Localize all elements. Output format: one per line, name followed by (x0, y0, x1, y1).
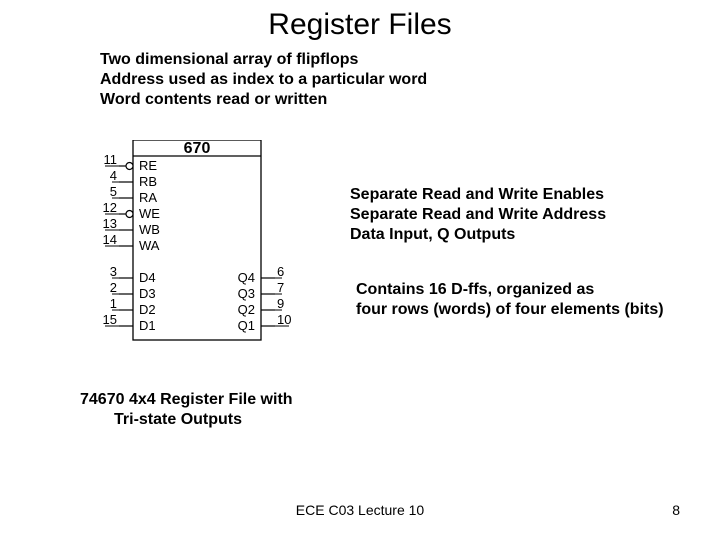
svg-text:Q4: Q4 (238, 270, 255, 285)
svg-text:1: 1 (110, 296, 117, 311)
page-number: 8 (672, 502, 680, 518)
caption-line: Tri-state Outputs (80, 410, 293, 430)
svg-text:D3: D3 (139, 286, 156, 301)
intro-line: Two dimensional array of flipflops (100, 50, 427, 70)
intro-line: Word contents read or written (100, 90, 427, 110)
svg-text:2: 2 (110, 280, 117, 295)
svg-text:5: 5 (110, 184, 117, 199)
intro-text: Two dimensional array of flipflops Addre… (100, 50, 427, 110)
chip-diagram: 670 11 RE 4 RB 5 RA 12 WE 13 WB 14 WA 3 D4 2 D3 1 D2 15 D1 6 Q… (88, 140, 308, 355)
svg-text:RA: RA (139, 190, 157, 205)
svg-text:4: 4 (110, 168, 117, 183)
side-block-2: Contains 16 D-ffs, organized as four row… (356, 280, 664, 320)
chip-svg: 670 11 RE 4 RB 5 RA 12 WE 13 WB 14 WA 3 D4 2 D3 1 D2 15 D1 6 Q… (88, 140, 308, 350)
page-title: Register Files (0, 8, 720, 42)
svg-text:13: 13 (103, 216, 117, 231)
svg-text:D2: D2 (139, 302, 156, 317)
side-line: Data Input, Q Outputs (350, 225, 606, 245)
svg-text:9: 9 (277, 296, 284, 311)
svg-text:D4: D4 (139, 270, 156, 285)
chip-caption: 74670 4x4 Register File with Tri-state O… (80, 390, 293, 430)
side-line: Separate Read and Write Address (350, 205, 606, 225)
svg-text:Q2: Q2 (238, 302, 255, 317)
svg-text:WB: WB (139, 222, 160, 237)
side-line: Separate Read and Write Enables (350, 185, 606, 205)
side-block-1: Separate Read and Write Enables Separate… (350, 185, 606, 245)
svg-text:RB: RB (139, 174, 157, 189)
svg-text:10: 10 (277, 312, 291, 327)
side-line: four rows (words) of four elements (bits… (356, 300, 664, 320)
slide: Register Files Two dimensional array of … (0, 0, 720, 540)
svg-text:D1: D1 (139, 318, 156, 333)
svg-text:12: 12 (103, 200, 117, 215)
svg-text:WA: WA (139, 238, 160, 253)
svg-text:3: 3 (110, 264, 117, 279)
svg-text:Q1: Q1 (238, 318, 255, 333)
svg-text:15: 15 (103, 312, 117, 327)
intro-line: Address used as index to a particular wo… (100, 70, 427, 90)
svg-text:14: 14 (103, 232, 117, 247)
svg-text:11: 11 (104, 152, 118, 167)
svg-text:670: 670 (184, 140, 211, 157)
side-line: Contains 16 D-ffs, organized as (356, 280, 664, 300)
caption-line: 74670 4x4 Register File with (80, 390, 293, 410)
svg-text:7: 7 (277, 280, 284, 295)
footer-text: ECE C03 Lecture 10 (0, 502, 720, 518)
svg-text:WE: WE (139, 206, 160, 221)
svg-text:6: 6 (277, 264, 284, 279)
svg-text:RE: RE (139, 158, 157, 173)
svg-text:Q3: Q3 (238, 286, 255, 301)
